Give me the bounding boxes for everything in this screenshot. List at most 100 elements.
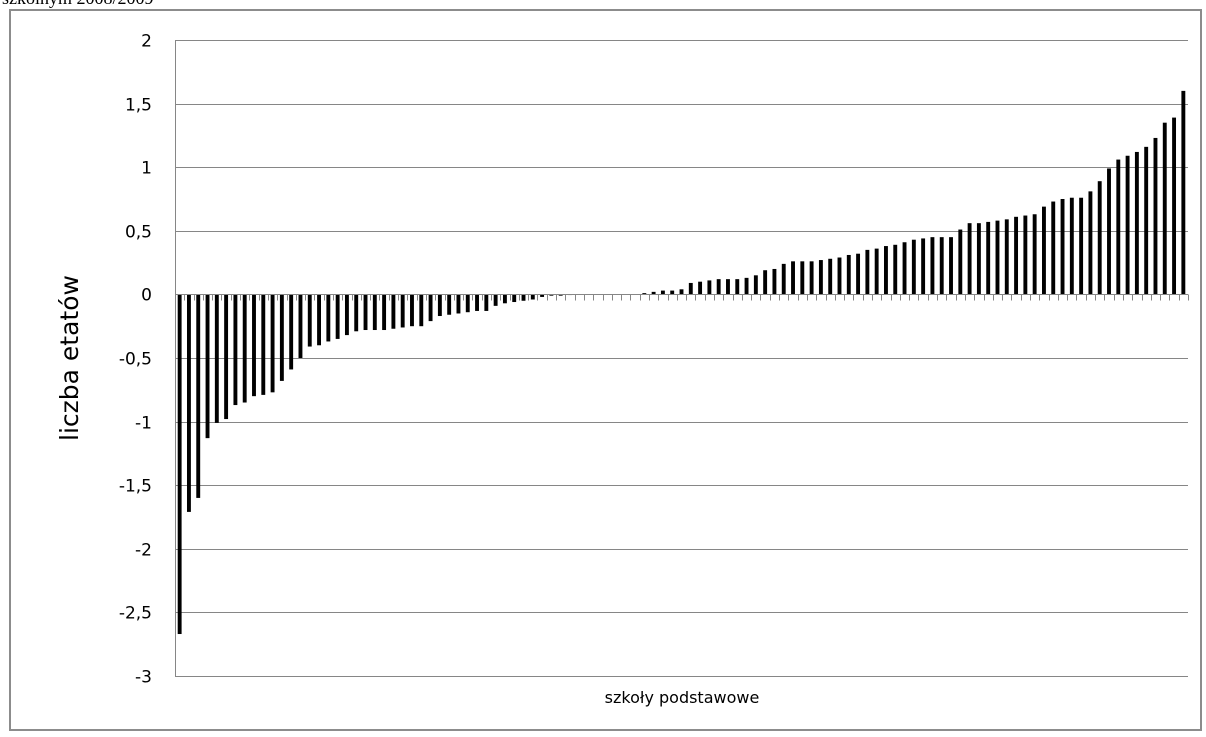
bar	[1042, 206, 1046, 295]
bar	[1116, 159, 1121, 295]
y-axis-label: liczba etatów	[55, 275, 84, 441]
bar	[893, 244, 898, 295]
bar	[660, 290, 665, 295]
bar	[205, 294, 210, 439]
y-axis-tick-labels: 2 1,5 1 0,5 0 -0,5 -1 -1,5 -2 -2,5 -3	[119, 32, 152, 688]
bar	[1097, 181, 1102, 295]
bar	[382, 294, 387, 331]
y-tick-label: 2	[141, 32, 152, 52]
bar	[419, 294, 424, 327]
bar	[1079, 197, 1084, 295]
bar	[363, 294, 368, 331]
bar	[558, 294, 563, 296]
bar	[828, 258, 833, 295]
bar	[289, 294, 294, 370]
bar	[530, 294, 535, 300]
bar	[1014, 216, 1019, 295]
bar	[307, 294, 312, 347]
bar	[410, 294, 414, 327]
bar	[837, 257, 842, 295]
bar	[1172, 117, 1177, 295]
bar	[317, 294, 321, 346]
bar	[391, 294, 396, 329]
bar	[967, 223, 972, 295]
bar	[902, 242, 907, 295]
bar	[1032, 214, 1037, 295]
bar	[1181, 90, 1186, 295]
bar	[958, 229, 963, 295]
y-tick-label: 1,5	[125, 96, 152, 116]
bar	[549, 294, 554, 296]
bar	[995, 220, 1000, 295]
bar	[688, 282, 693, 295]
bar	[865, 249, 870, 295]
bar	[456, 294, 461, 314]
bar	[1144, 146, 1149, 295]
bar	[791, 261, 795, 295]
bar	[224, 294, 229, 420]
y-tick-label: -2,5	[119, 604, 152, 624]
bar	[279, 294, 284, 381]
bar	[1023, 215, 1028, 295]
bar	[1107, 168, 1111, 295]
bar	[772, 268, 777, 295]
bar	[921, 238, 926, 295]
bar	[670, 290, 675, 295]
bar	[1125, 155, 1130, 295]
bar	[484, 294, 489, 311]
bar	[521, 294, 526, 301]
bar	[326, 294, 331, 342]
bar	[1069, 197, 1074, 295]
bar	[949, 237, 953, 295]
bar	[716, 279, 721, 295]
bar	[726, 279, 730, 295]
bar	[651, 291, 656, 295]
bar	[1051, 201, 1056, 295]
bar	[1060, 199, 1065, 295]
bar	[1153, 137, 1158, 295]
bars	[177, 90, 1186, 635]
bar	[335, 294, 340, 339]
bar	[437, 294, 442, 317]
bar	[512, 294, 517, 303]
bar	[698, 281, 703, 295]
bar	[818, 260, 823, 295]
y-tick-label: 1	[141, 159, 152, 179]
bar	[372, 294, 377, 331]
y-tick-label: -2	[135, 541, 152, 561]
bar	[1134, 151, 1139, 295]
bar	[911, 239, 916, 295]
y-tick-label: -1	[135, 414, 152, 434]
bar	[233, 294, 238, 406]
x-axis-label: szkoły podstawowe	[605, 688, 760, 707]
bar	[252, 294, 256, 397]
bar	[344, 294, 349, 336]
bar	[298, 294, 303, 358]
bar	[540, 294, 545, 297]
bar	[735, 279, 740, 295]
bar	[502, 294, 507, 304]
bar	[465, 294, 470, 313]
bar	[763, 270, 768, 295]
bar	[1162, 122, 1167, 295]
bar	[1004, 219, 1009, 295]
bar	[400, 294, 405, 328]
bar	[196, 294, 201, 498]
bar	[186, 294, 191, 512]
bar	[884, 246, 888, 295]
bar	[800, 261, 805, 295]
bar	[781, 263, 786, 295]
grid-lines	[175, 40, 1188, 677]
y-tick-label: 0	[141, 286, 152, 306]
bar	[846, 254, 851, 295]
bar	[242, 294, 247, 403]
y-tick-label: -0,5	[119, 350, 152, 370]
bar	[939, 237, 944, 295]
bar	[753, 275, 758, 295]
bar	[354, 294, 359, 332]
bar	[930, 237, 935, 295]
bar	[177, 294, 182, 635]
bar	[428, 294, 433, 322]
bar	[261, 294, 266, 395]
